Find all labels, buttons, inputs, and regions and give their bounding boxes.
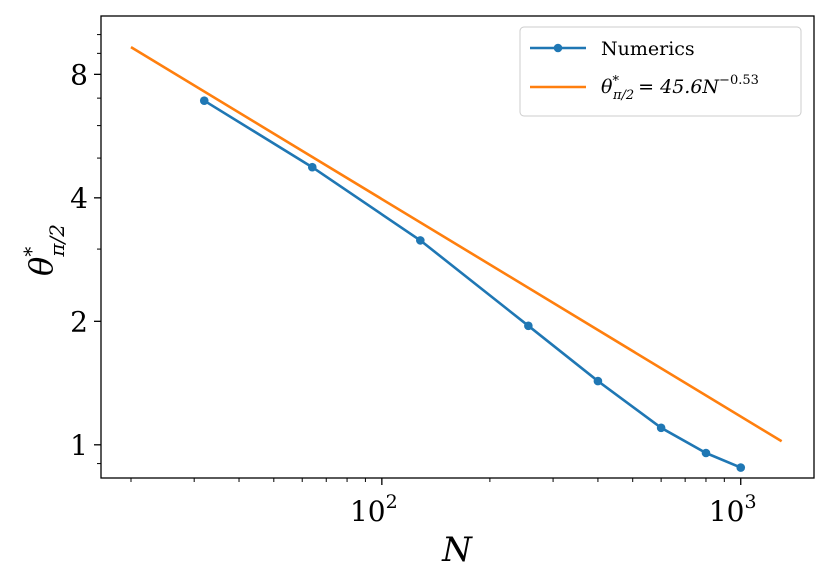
y-label-base: θ bbox=[22, 257, 60, 276]
legend: Numerics θ* π/2 = 45.6N−0.53 bbox=[519, 26, 802, 117]
y-tick-label: 1 bbox=[70, 429, 88, 462]
legend-box bbox=[519, 26, 802, 117]
numerics-point bbox=[593, 376, 603, 386]
numerics-point bbox=[416, 236, 425, 245]
x-axis-label: N bbox=[441, 530, 473, 570]
y-tick-label: 8 bbox=[70, 58, 88, 91]
numerics-point bbox=[701, 448, 711, 458]
y-label-sub: π/2 bbox=[45, 224, 69, 258]
y-axis-ticks: 1 2 4 8 bbox=[70, 34, 101, 465]
x-axis-ticks: 102 103 bbox=[130, 478, 757, 528]
y-tick-label: 4 bbox=[70, 182, 88, 215]
svg-text:θ*π/2: θ* π/2 bbox=[19, 224, 69, 276]
y-label-sup: * bbox=[19, 247, 43, 257]
numerics-point bbox=[524, 321, 533, 331]
numerics-point bbox=[656, 423, 666, 433]
legend-label-numerics: Numerics bbox=[601, 38, 695, 60]
y-axis-label: θ* π/2 bbox=[19, 224, 69, 276]
x-tick-label: 102 bbox=[350, 491, 398, 528]
x-tick-label: 103 bbox=[709, 491, 757, 528]
legend-marker-numerics bbox=[553, 43, 563, 53]
series-layer bbox=[130, 46, 783, 472]
plot-frame bbox=[100, 15, 815, 479]
numerics-point bbox=[307, 162, 317, 172]
numerics-line bbox=[203, 99, 742, 469]
numerics-point bbox=[736, 463, 746, 472]
legend-label-fit: θ* π/2 = 45.6N−0.53 bbox=[601, 73, 759, 103]
fit-line bbox=[130, 46, 783, 443]
numerics-point bbox=[199, 96, 209, 105]
y-tick-label: 2 bbox=[70, 305, 88, 338]
